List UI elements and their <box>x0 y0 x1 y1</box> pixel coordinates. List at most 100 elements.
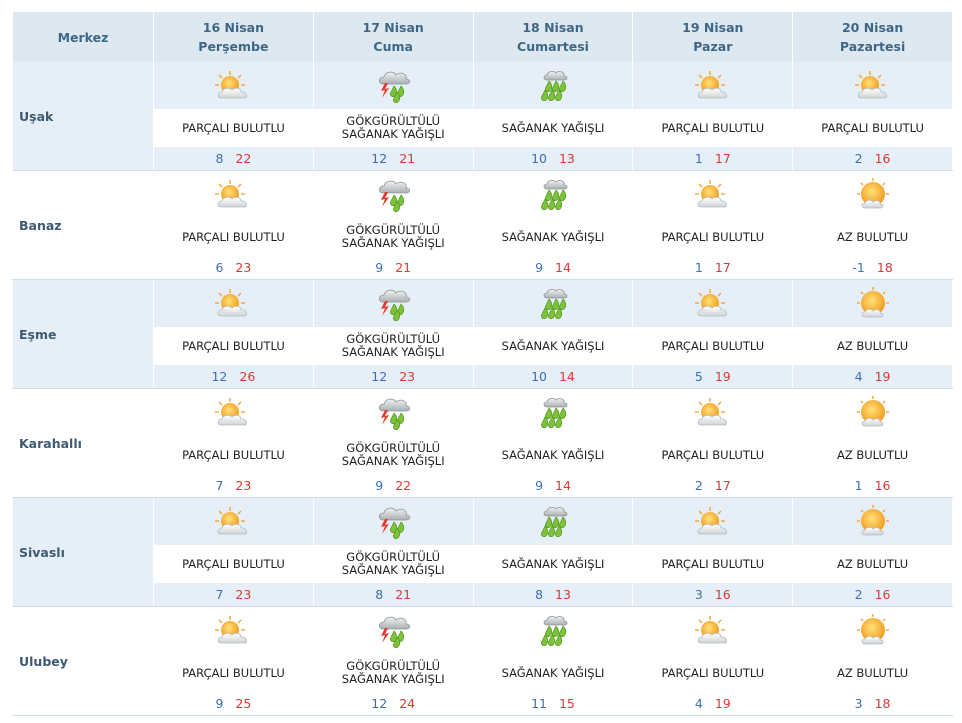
low-temp: 11 <box>531 696 547 711</box>
day-date: 20 Nisan <box>841 20 904 35</box>
weather-icon <box>213 396 253 430</box>
temperature-row: 6 23 9 21 9 14 1 17 -1 18 <box>13 256 953 280</box>
low-temp: 1 <box>854 478 863 493</box>
high-temp: 17 <box>714 260 731 275</box>
condition: PARÇALI BULUTLU <box>182 666 285 680</box>
low-temp: 3 <box>694 587 703 602</box>
weather-icon <box>213 287 253 321</box>
high-temp: 18 <box>874 696 891 711</box>
condition-cell: SAĞANAK YAĞIŞLI <box>472 109 634 147</box>
temperature-cell: 5 19 <box>632 365 794 389</box>
weather-icon <box>373 396 413 430</box>
condition: PARÇALI BULUTLU <box>661 557 765 571</box>
condition-row: PARÇALI BULUTLU GÖKGÜRÜLTÜLÜ SAĞANAK YAĞI… <box>13 218 953 256</box>
icon-cell <box>792 170 953 218</box>
icon-cell <box>472 279 634 327</box>
high-temp: 16 <box>714 587 731 602</box>
condition: PARÇALI BULUTLU <box>661 339 765 353</box>
low-temp: 2 <box>854 151 863 166</box>
icon-cell <box>153 170 314 218</box>
condition: SAĞANAK YAĞIŞLI <box>501 339 605 353</box>
icon-cell <box>632 170 794 218</box>
condition: PARÇALI BULUTLU <box>182 339 285 353</box>
condition-cell: PARÇALI BULUTLU <box>632 327 794 365</box>
city-name: Ulubey <box>12 606 154 716</box>
weather-icon <box>693 614 733 648</box>
icon-cell <box>153 497 314 545</box>
low-temp: 12 <box>371 696 388 711</box>
high-temp: 25 <box>235 696 252 711</box>
icon-cell <box>312 279 474 327</box>
icon-cell <box>312 388 474 436</box>
weather-icon <box>853 505 893 539</box>
city-label: Sivaslı <box>19 544 65 560</box>
condition-cell: GÖKGÜRÜLTÜLÜ SAĞANAK YAĞIŞLI <box>312 218 474 256</box>
condition: PARÇALI BULUTLU <box>661 448 765 462</box>
condition: PARÇALI BULUTLU <box>182 230 285 244</box>
temperature-cell: 2 17 <box>632 474 794 498</box>
condition: GÖKGÜRÜLTÜLÜ SAĞANAK YAĞIŞLI <box>341 441 445 468</box>
high-temp: 18 <box>876 260 893 275</box>
low-temp: 9 <box>535 260 544 275</box>
icon-cell <box>153 62 314 109</box>
weather-icon <box>373 505 413 539</box>
high-temp: 17 <box>714 151 731 166</box>
icon-cell <box>312 62 474 109</box>
icon-cell <box>153 388 314 436</box>
icon-cell <box>632 388 794 436</box>
temperature-cell: 8 21 <box>312 583 474 607</box>
temperature-row: 12 26 12 23 10 14 5 19 4 19 <box>13 365 953 389</box>
icon-cell <box>632 62 794 109</box>
icon-cell <box>472 62 634 109</box>
low-temp: 12 <box>371 151 388 166</box>
icon-cell <box>792 497 953 545</box>
condition-cell: AZ BULUTLU <box>792 545 953 583</box>
city-label: Banaz <box>19 217 62 233</box>
temperature-cell: 12 23 <box>312 365 474 389</box>
weather-icon <box>693 69 733 103</box>
condition: GÖKGÜRÜLTÜLÜ SAĞANAK YAĞIŞLI <box>341 659 445 686</box>
city-name: Karahallı <box>12 388 154 498</box>
condition: PARÇALI BULUTLU <box>182 121 285 135</box>
high-temp: 23 <box>235 587 252 602</box>
weather-icon <box>533 178 573 212</box>
temperature-cell: 6 23 <box>153 256 314 280</box>
high-temp: 16 <box>874 478 891 493</box>
condition: SAĞANAK YAĞIŞLI <box>501 230 605 244</box>
temperature-cell: 7 23 <box>153 583 314 607</box>
weather-icon <box>533 505 573 539</box>
city-label: Karahallı <box>19 435 82 451</box>
day-header: 19 Nisan Pazar <box>632 12 794 62</box>
condition: GÖKGÜRÜLTÜLÜ SAĞANAK YAĞIŞLI <box>341 223 445 250</box>
condition-cell: SAĞANAK YAĞIŞLI <box>472 436 634 474</box>
city-name: Sivaslı <box>12 497 154 607</box>
icon-row: Uşak <box>12 62 953 171</box>
low-temp: 4 <box>694 696 703 711</box>
weather-icon <box>533 287 573 321</box>
condition-cell: AZ BULUTLU <box>792 327 953 365</box>
low-temp: 3 <box>854 696 863 711</box>
icon-cell <box>153 606 314 654</box>
icon-cell <box>632 606 794 654</box>
city-label: Uşak <box>19 108 54 124</box>
high-temp: 19 <box>874 369 891 384</box>
high-temp: 26 <box>239 369 256 384</box>
high-temp: 17 <box>714 478 731 493</box>
icon-cell <box>472 170 634 218</box>
weather-icon <box>373 614 413 648</box>
condition-cell: PARÇALI BULUTLU <box>153 436 314 474</box>
high-temp: 23 <box>399 369 416 384</box>
temperature-cell: 2 16 <box>792 583 953 607</box>
weather-icon <box>373 69 413 103</box>
condition: SAĞANAK YAĞIŞLI <box>501 557 605 571</box>
temperature-row: 7 23 8 21 8 13 3 16 2 16 <box>13 583 953 607</box>
condition-cell: GÖKGÜRÜLTÜLÜ SAĞANAK YAĞIŞLI <box>312 109 474 147</box>
weather-icon <box>853 287 893 321</box>
weather-icon <box>853 69 893 103</box>
low-temp: 2 <box>694 478 703 493</box>
high-temp: 23 <box>235 260 252 275</box>
condition: PARÇALI BULUTLU <box>182 557 285 571</box>
low-temp: 7 <box>215 587 224 602</box>
weather-icon <box>853 614 893 648</box>
weather-icon <box>693 287 733 321</box>
